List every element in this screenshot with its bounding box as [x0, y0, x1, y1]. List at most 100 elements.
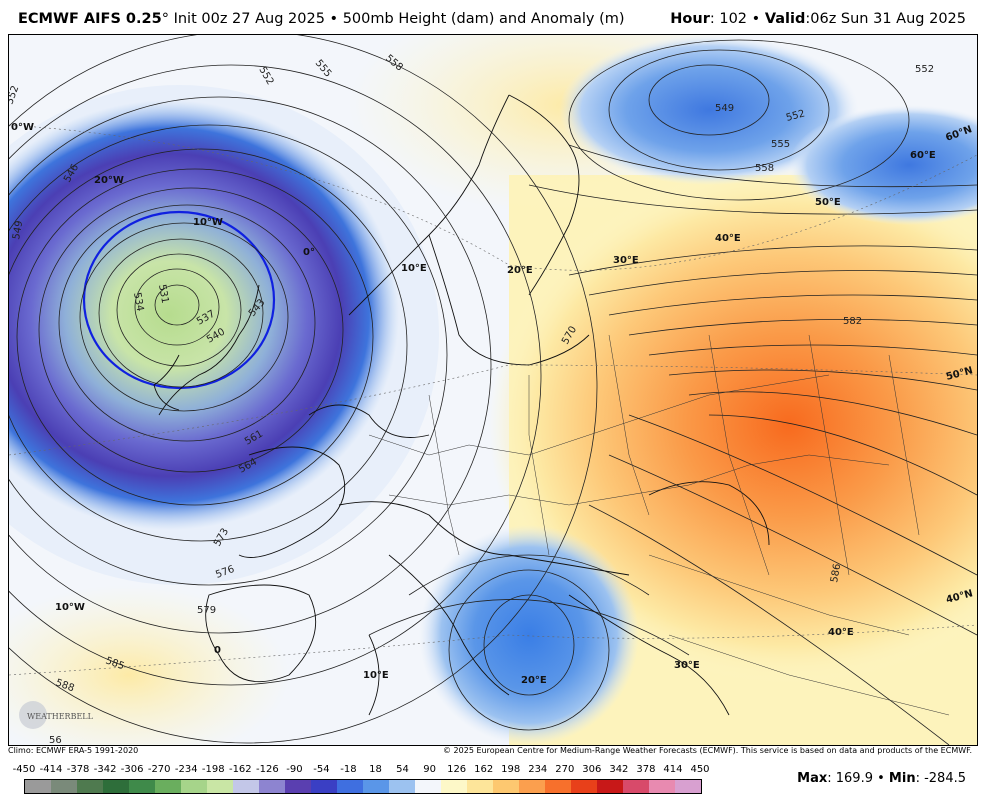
colorbar-tick-label: 234 — [528, 764, 548, 775]
colorbar-swatch — [51, 780, 77, 793]
valid-value: :06z Sun 31 Aug 2025 — [805, 11, 966, 27]
model-name: ECMWF AIFS 0.25 — [18, 11, 162, 27]
colorbar-swatch — [389, 780, 415, 793]
lon-label: 50°E — [815, 197, 841, 208]
header-bar: ECMWF AIFS 0.25° Init 00z 27 Aug 2025 • … — [0, 0, 984, 34]
colorbar-swatch — [181, 780, 207, 793]
contour-label: 555 — [771, 139, 790, 150]
lon-label: 20°W — [94, 175, 124, 186]
colorbar-tick-label: 162 — [474, 764, 494, 775]
anomaly-map[interactable]: 0°W 20°W 10°W 0° 10°E 20°E 30°E 40°E 50°… — [9, 35, 977, 745]
lon-label: 60°E — [910, 150, 936, 161]
colorbar-tick-label: -270 — [147, 764, 171, 775]
colorbar-tick-label: -198 — [201, 764, 225, 775]
colorbar-legend: -450 -414 -378 -342 -306 -270 -234 -198 -162 -126… — [13, 764, 710, 796]
colorbar-tick-label: 450 — [690, 764, 710, 775]
colorbar-swatch — [519, 780, 545, 793]
colorbar-tick-label: -450 — [12, 764, 36, 775]
contour-label: 579 — [197, 605, 216, 616]
colorbar-swatch — [259, 780, 285, 793]
title-separator: • — [324, 11, 343, 27]
colorbar-swatch — [571, 780, 597, 793]
map-title: ECMWF AIFS 0.25° Init 00z 27 Aug 2025 • … — [18, 11, 625, 27]
valid-label: Valid — [764, 11, 806, 27]
colorbar-tick-label: 126 — [447, 764, 467, 775]
colorbar-swatch — [155, 780, 181, 793]
colorbar-tick-label: -414 — [39, 764, 63, 775]
lon-label: 40°E — [828, 627, 854, 638]
colorbar-swatch — [623, 780, 649, 793]
arctic-low-anomaly-east — [789, 105, 977, 225]
colorbar-swatch — [103, 780, 129, 793]
lon-label: 10°E — [363, 670, 389, 681]
max-min-readout: Max: 169.9 • Min: -284.5 — [797, 771, 966, 786]
coastlines — [153, 94, 770, 716]
max-value: : 169.9 — [827, 771, 873, 786]
min-label: Min — [888, 771, 916, 786]
lon-label: 30°E — [674, 660, 700, 671]
weatherbell-logo: WEATHERBELL — [19, 701, 94, 729]
lon-label: 0° — [303, 247, 315, 258]
colorbar-tick-label: 54 — [396, 764, 409, 775]
lon-label: 10°W — [193, 217, 223, 228]
colorbar-swatch — [129, 780, 155, 793]
max-label: Max — [797, 771, 828, 786]
country-borders — [368, 334, 950, 716]
colorbar-tick-label: 306 — [582, 764, 602, 775]
colorbar-tick-label: 198 — [501, 764, 521, 775]
contour-label: 531 — [156, 284, 170, 305]
colorbar-tick-label: -342 — [93, 764, 117, 775]
colorbar-tick-label: 378 — [636, 764, 656, 775]
colorbar-tick-label: 270 — [555, 764, 575, 775]
contour-label: 534 — [131, 292, 145, 313]
colorbar-swatch — [675, 780, 701, 793]
forecast-time: Hour: 102 • Valid:06z Sun 31 Aug 2025 — [670, 11, 966, 27]
contour-label: 582 — [843, 316, 862, 327]
lon-label: 30°E — [613, 255, 639, 266]
logo-text: WEATHERBELL — [27, 712, 94, 721]
contour-label: 552 — [915, 64, 934, 75]
colorbar-swatch — [467, 780, 493, 793]
colorbar-swatch — [415, 780, 441, 793]
colorbar-tick-label: -90 — [286, 764, 303, 775]
min-value: : -284.5 — [915, 771, 966, 786]
contour-label: 56 — [49, 735, 62, 745]
colorbar-tick-label: 414 — [663, 764, 683, 775]
colorbar-swatch — [233, 780, 259, 793]
colorbar-swatch — [311, 780, 337, 793]
climo-credit: Climo: ECMWF ERA-5 1991-2020 — [8, 746, 139, 755]
colorbar-tick-label: -378 — [66, 764, 90, 775]
colorbar-tick-label: -162 — [228, 764, 252, 775]
lon-label: 40°E — [715, 233, 741, 244]
atlantic-trough-anomaly — [9, 100, 399, 530]
colorbar-tick-label: -126 — [256, 764, 279, 775]
mediterranean-low-anomaly — [419, 525, 639, 745]
lon-label: 10°W — [55, 602, 85, 613]
lon-label: 10°E — [401, 263, 427, 274]
graticule-labels: 0°W 20°W 10°W 0° 10°E 20°E 30°E 40°E 50°… — [11, 122, 974, 686]
lon-label: 0°W — [11, 122, 34, 133]
colorbar-tick-label: 18 — [369, 764, 382, 775]
copyright-credit: © 2025 European Centre for Medium-Range … — [443, 746, 972, 755]
colorbar-swatch — [285, 780, 311, 793]
colorbar-swatch — [363, 780, 389, 793]
colorbar-swatch — [25, 780, 51, 793]
colorbar-labels: -450 -414 -378 -342 -306 -270 -234 -198 -162 -126… — [13, 764, 710, 778]
contour-label: 549 — [715, 103, 734, 114]
contour-label: 558 — [755, 163, 774, 174]
contour-label: 586 — [829, 563, 843, 584]
colorbar-swatch — [493, 780, 519, 793]
colorbar-tick-label: 90 — [423, 764, 436, 775]
contour-label: 549 — [11, 220, 25, 241]
product-name: 500mb Height (dam) and Anomaly (m) — [342, 11, 625, 27]
colorbar-tick-label: -54 — [313, 764, 330, 775]
colorbar-tick-label: 342 — [609, 764, 629, 775]
colorbar-swatch — [649, 780, 675, 793]
colorbar-swatch — [597, 780, 623, 793]
lon-label: 0 — [214, 645, 221, 656]
degree-symbol: ° — [161, 11, 169, 27]
lon-label: 20°E — [521, 675, 547, 686]
arctic-low-anomaly — [559, 35, 859, 185]
map-panel[interactable]: 0°W 20°W 10°W 0° 10°E 20°E 30°E 40°E 50°… — [8, 34, 978, 746]
stats-separator: • — [872, 771, 889, 786]
